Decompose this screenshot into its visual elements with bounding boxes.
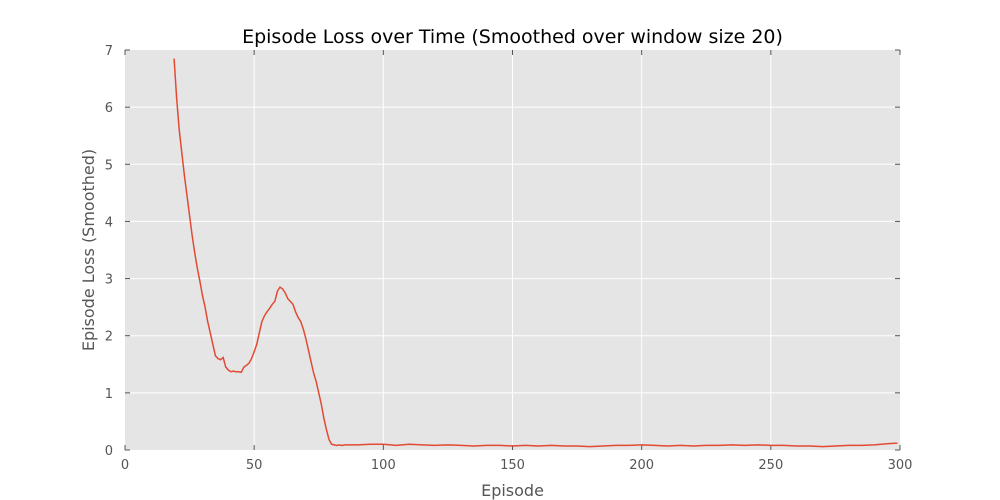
- y-tick-label: 5: [105, 158, 113, 173]
- x-axis-label: Episode: [481, 481, 544, 500]
- x-tick-label: 300: [888, 458, 913, 473]
- series-line-episode-loss: [173, 58, 898, 448]
- x-tick-label: 50: [246, 458, 263, 473]
- y-tick-label: 7: [105, 44, 113, 59]
- x-tick-label: 250: [758, 458, 783, 473]
- grid-lines: [125, 50, 900, 450]
- y-tick-label: 1: [105, 387, 113, 402]
- y-tick-label: 3: [105, 273, 113, 288]
- y-tick-label: 0: [105, 444, 113, 459]
- y-tick-label: 2: [105, 330, 113, 345]
- x-tick-label: 0: [121, 458, 129, 473]
- y-axis-label: Episode Loss (Smoothed): [79, 149, 98, 351]
- chart-title: Episode Loss over Time (Smoothed over wi…: [242, 26, 783, 48]
- x-tick-label: 100: [371, 458, 396, 473]
- y-tick-labels: 0 1 2 3 4 5 6 7: [105, 44, 113, 459]
- x-tick-label: 150: [500, 458, 525, 473]
- y-tick-label: 6: [105, 101, 113, 116]
- y-tick-label: 4: [105, 215, 113, 230]
- x-tick-label: 200: [629, 458, 654, 473]
- x-tick-labels: 0 50 100 150 200 250 300: [121, 458, 913, 473]
- tick-marks: [124, 49, 901, 451]
